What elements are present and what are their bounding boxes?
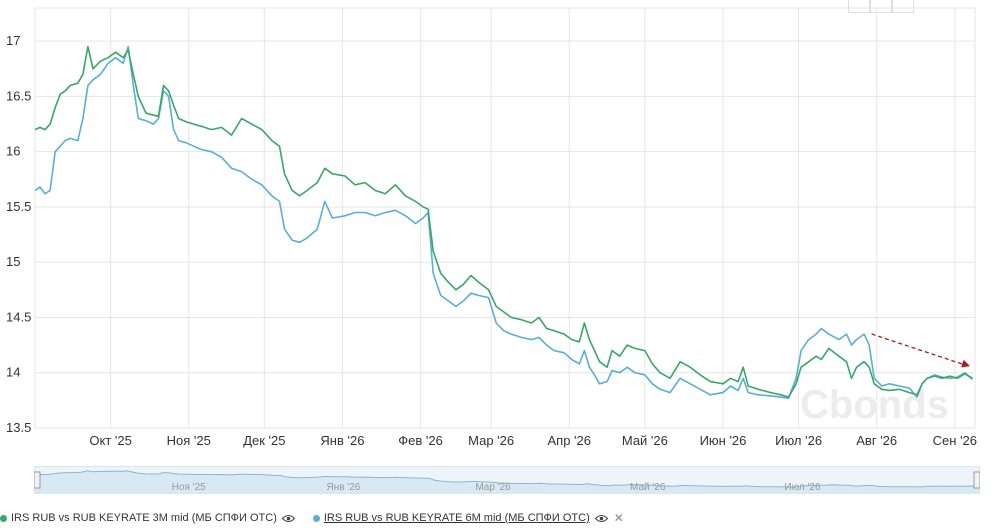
annotation-arrow-head <box>961 359 970 368</box>
legend-label: IRS RUB vs RUB KEYRATE 6M mid (МБ СПФИ О… <box>323 512 590 524</box>
toolbar-box[interactable] <box>892 0 914 13</box>
navigator-svg[interactable]: Ноя '25 Янв '26 Мар '26 Май '26 Июл '26 <box>33 465 981 495</box>
toolbar-box[interactable] <box>848 0 870 13</box>
x-tick-label: Июл '26 <box>775 433 822 448</box>
navigator-label: Мар '26 <box>475 482 511 493</box>
navigator-right-handle[interactable] <box>973 471 981 489</box>
x-tick-label: Мар '26 <box>468 433 514 448</box>
annotation-arrow-line <box>871 333 965 366</box>
series-line-6m[interactable] <box>34 45 974 400</box>
y-tick-label: 15 <box>6 254 20 269</box>
x-tick-label: Дек '25 <box>243 433 285 448</box>
navigator-label: Янв '26 <box>326 482 360 493</box>
x-tick-label: Июн '26 <box>700 433 747 448</box>
x-tick-label: Окт '25 <box>89 433 131 448</box>
y-tick-label: 14.5 <box>6 309 31 324</box>
navigator-line <box>33 470 978 488</box>
legend-marker <box>0 514 7 522</box>
y-tick-label: 14 <box>6 365 20 380</box>
y-tick-label: 16.5 <box>6 88 31 103</box>
y-tick-label: 17 <box>6 33 20 48</box>
series-line-3m[interactable] <box>34 45 973 398</box>
range-navigator[interactable]: Ноя '25 Янв '26 Мар '26 Май '26 Июл '26 <box>33 465 981 495</box>
y-tick-label: 13.5 <box>6 420 31 435</box>
x-tick-label: Янв '26 <box>320 433 364 448</box>
navigator-labels: Ноя '25 Янв '26 Мар '26 Май '26 Июл '26 <box>172 482 821 493</box>
watermark: Cbonds <box>800 383 949 427</box>
x-tick-label: Сен '26 <box>933 433 977 448</box>
y-tick-label: 16 <box>6 144 20 159</box>
x-axis: Окт '25 Ноя '25 Дек '25 Янв '26 Фев '26 Мар '… <box>89 433 977 448</box>
x-tick-label: Ноя '25 <box>167 433 211 448</box>
navigator-label: Ноя '25 <box>172 482 206 493</box>
grid <box>34 7 976 429</box>
legend-label: IRS RUB vs RUB KEYRATE 3M mid (МБ СПФИ О… <box>11 512 277 524</box>
eye-icon[interactable] <box>594 514 609 523</box>
legend-item-6m[interactable]: IRS RUB vs RUB KEYRATE 6M mid (МБ СПФИ О… <box>312 511 624 525</box>
line-chart[interactable]: Cbonds 13.5 14 14.5 15 15.5 16 16.5 17 Окт '25 Н… <box>0 0 1000 460</box>
legend: IRS RUB vs RUB KEYRATE 3M mid (МБ СПФИ О… <box>0 508 1000 528</box>
y-axis: 13.5 14 14.5 15 15.5 16 16.5 17 <box>6 33 31 435</box>
toolbar-box[interactable] <box>870 0 892 13</box>
x-tick-label: Авг '26 <box>856 433 897 448</box>
navigator-series <box>33 470 980 494</box>
chart-area: Cbonds 13.5 14 14.5 15 15.5 16 16.5 17 Окт '25 Н… <box>0 0 1000 460</box>
x-tick-label: Май '26 <box>622 433 668 448</box>
annotation-layer <box>871 333 970 368</box>
legend-marker <box>312 514 320 522</box>
navigator-area <box>34 470 980 494</box>
eye-icon[interactable] <box>281 514 296 523</box>
series-layer <box>34 45 974 400</box>
x-tick-label: Фев '26 <box>398 433 443 448</box>
x-tick-label: Апр '26 <box>548 433 592 448</box>
legend-item-3m[interactable]: IRS RUB vs RUB KEYRATE 3M mid (МБ СПФИ О… <box>0 512 296 524</box>
navigator-label: Июл '26 <box>784 482 821 493</box>
navigator-left-handle[interactable] <box>33 471 41 489</box>
y-tick-label: 15.5 <box>6 199 31 214</box>
close-icon[interactable]: ✕ <box>613 511 624 525</box>
navigator-label: Май '26 <box>630 482 666 493</box>
